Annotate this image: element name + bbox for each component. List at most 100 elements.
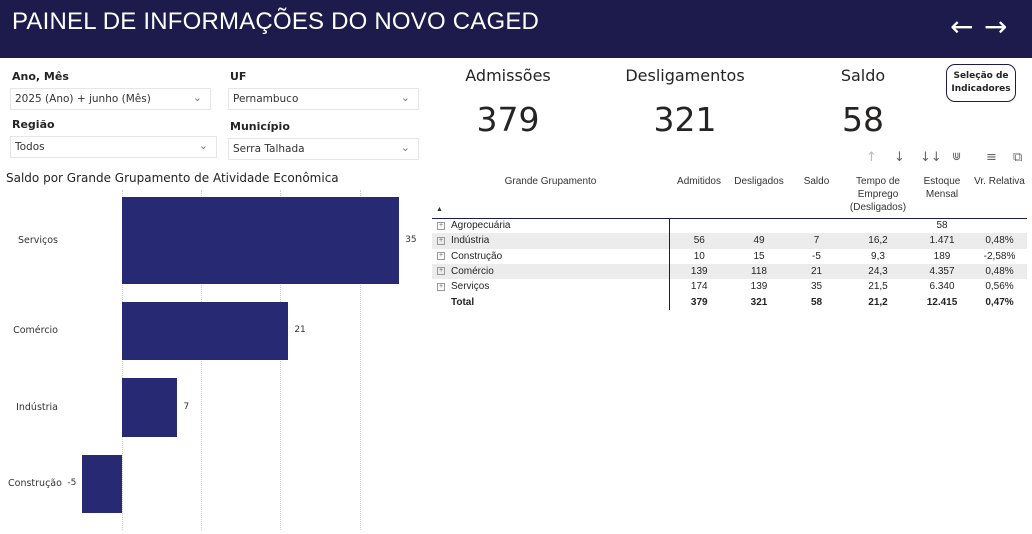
ano-mes-label: Ano, Mês [12,70,69,83]
table-cell: 4.357 [912,263,972,280]
municipio-label: Município [230,120,290,133]
data-table: Grande Grupamento ▲ Admitidos Desligados … [432,174,1027,310]
category-label: Agropecuária [451,220,511,232]
chevron-down-icon: ⌄ [198,139,208,152]
table-cell: -2,58% [983,250,1016,262]
table-row: + Agropecuária 58 [432,218,1027,234]
col-header-grupamento[interactable]: Grande Grupamento ▲ [432,174,669,219]
table-cell: 24,3 [844,263,912,280]
table-cell: 21 [789,263,844,280]
sort-down-icon[interactable]: ↓ [894,150,905,165]
table-cell [729,218,789,233]
hierarchy-icon[interactable]: ⋓ [952,150,962,163]
saldo-value: 58 [842,100,884,139]
expand-icon[interactable]: + [437,282,445,291]
table-cell: 9,3 [871,250,885,262]
table-cell: 1.471 [912,233,972,249]
category-label: Comércio [13,325,58,336]
uf-dropdown[interactable]: Pernambuco ⌄ [228,88,419,110]
table-cell: 139 [668,263,729,280]
desligamentos-label: Desligamentos [625,66,745,85]
desligamentos-value: 321 [653,100,717,139]
uf-label: UF [230,70,247,83]
table-row: + Serviços 174 139 35 21,5 6.340 0,56% [432,279,1027,295]
table-cell: 7 [789,233,844,249]
col-header-vr-relativa[interactable]: Vr. Relativa [972,174,1027,219]
bar-indústria[interactable] [122,378,178,437]
row-category[interactable]: + Indústria [432,233,669,249]
regiao-value: Todos [15,141,45,153]
col-header-tempo[interactable]: Tempo de Emprego (Desligados) [844,174,912,219]
row-category[interactable]: + Serviços [432,279,669,294]
expand-icon[interactable]: + [437,236,445,245]
table-cell: 6.340 [929,281,955,293]
total-row: Total 379 321 58 21,2 12.415 0,47% [432,294,1027,310]
table-cell: 118 [729,263,789,280]
expand-icon[interactable]: + [437,252,445,261]
data-label: 21 [294,325,306,335]
ano-mes-dropdown[interactable]: 2025 (Ano) + junho (Mês) ⌄ [10,88,211,110]
table-row: + Comércio 139 118 21 24,3 4.357 0,48% [432,263,1027,280]
table-row: + Construção 10 15 -5 9,3 189 -2,58% [432,248,1027,264]
table-header: Grande Grupamento ▲ Admitidos Desligados … [432,174,1027,219]
selecao-indicadores-button[interactable]: Seleção de Indicadores [946,64,1016,102]
chevron-down-icon: ⌄ [192,91,202,104]
arrow-right-icon[interactable]: → [984,10,1008,43]
bar-serviços[interactable] [122,197,400,284]
gridline [280,190,282,530]
category-label: Serviços [17,234,58,246]
admissoes-label: Admissões [465,66,551,85]
table-cell: 189 [933,250,951,262]
table-cell [789,218,844,233]
sort-up-icon[interactable]: ↑ [866,150,877,165]
focus-mode-icon[interactable]: ⧉ [1013,150,1023,165]
expand-icon[interactable]: + [437,267,445,276]
regiao-dropdown[interactable]: Todos ⌄ [10,136,217,158]
table-cell: 58 [936,220,948,232]
table-cell: 0,56% [985,281,1014,293]
total-cell: 58 [810,296,823,308]
table-row: + Indústria 56 49 7 16,2 1.471 0,48% [432,233,1027,249]
gridline [122,190,123,530]
admissoes-value: 379 [476,100,540,139]
total-cell: 21,2 [868,296,888,308]
table-cell: 0,48% [972,233,1027,249]
col-header-admitidos[interactable]: Admitidos [669,174,729,219]
bar-comércio[interactable] [122,302,289,360]
chart-title: Saldo por Grande Grupamento de Atividade… [6,171,339,185]
table-cell: 0,48% [972,263,1027,280]
category-label: Construção [451,250,503,262]
table-cell: 56 [668,233,729,249]
total-cell: 379 [668,294,729,310]
gridline [201,190,203,530]
table-cell [972,218,1027,233]
col-header-desligados[interactable]: Desligados [729,174,789,219]
expand-all-icon[interactable]: ↓↓ [920,150,942,165]
arrow-left-icon[interactable]: ← [950,10,974,43]
chevron-down-icon: ⌄ [400,91,410,104]
table-cell [844,218,912,233]
table-cell: -5 [812,250,821,262]
col-header-estoque[interactable]: Estoque Mensal [912,174,972,219]
municipio-value: Serra Talhada [233,143,305,155]
header-bar: PAINEL DE INFORMAÇÕES DO NOVO CAGED ← → [0,0,1032,58]
data-label: 35 [405,234,417,245]
municipio-dropdown[interactable]: Serra Talhada ⌄ [228,138,419,160]
filter-icon[interactable]: ≡ [986,150,997,165]
row-category[interactable]: + Agropecuária [432,218,669,233]
row-category[interactable]: + Comércio [432,263,669,280]
bar-construção[interactable] [82,455,122,513]
header-label: Grande Grupamento [504,176,597,187]
sort-indicator-icon: ▲ [436,205,443,213]
col-header-saldo[interactable]: Saldo [789,174,844,219]
table-cell: 139 [750,281,768,293]
button-line1: Seleção de [953,71,1009,81]
table-cell: 21,5 [868,281,888,293]
table-cell: 10 [668,248,729,264]
category-label: Construção [8,478,62,489]
total-cell: 0,47% [985,296,1014,308]
row-category[interactable]: + Construção [432,249,669,264]
expand-icon[interactable]: + [437,221,445,230]
category-label: Indústria [16,401,58,413]
saldo-label: Saldo [840,66,886,85]
